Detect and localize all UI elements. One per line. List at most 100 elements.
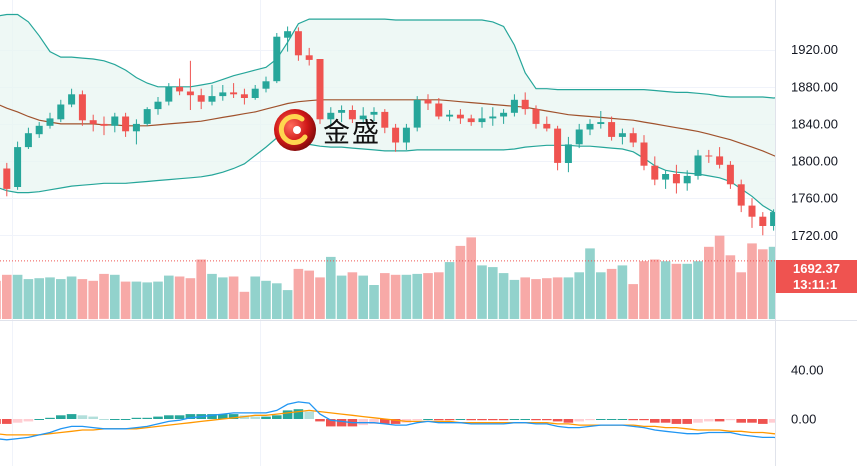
- candle[interactable]: [662, 170, 670, 189]
- candle[interactable]: [435, 98, 443, 120]
- candle[interactable]: [68, 88, 76, 108]
- macd-histogram-bar: [444, 419, 455, 421]
- candle[interactable]: [284, 26, 292, 52]
- bollinger-upper-line: [0, 13, 807, 99]
- candle[interactable]: [57, 99, 65, 123]
- candle[interactable]: [651, 156, 659, 186]
- candle[interactable]: [672, 164, 680, 194]
- candle-body: [89, 120, 97, 124]
- candle[interactable]: [165, 83, 173, 106]
- candle[interactable]: [748, 198, 756, 228]
- candle[interactable]: [132, 119, 140, 145]
- candle[interactable]: [35, 122, 43, 138]
- candle[interactable]: [575, 123, 583, 149]
- candle[interactable]: [230, 83, 238, 98]
- candle[interactable]: [294, 27, 302, 61]
- candle-body: [554, 128, 562, 163]
- candle[interactable]: [273, 33, 281, 84]
- macd-histogram-bar: [315, 419, 325, 422]
- candle[interactable]: [640, 135, 648, 171]
- candle[interactable]: [154, 97, 162, 115]
- volume-bar: [369, 285, 379, 319]
- volume-bar: [45, 277, 55, 319]
- candle[interactable]: [402, 123, 410, 150]
- candle[interactable]: [759, 212, 767, 236]
- candle[interactable]: [197, 88, 205, 110]
- candle-body: [770, 212, 778, 226]
- candle[interactable]: [370, 107, 378, 122]
- candle[interactable]: [392, 123, 400, 152]
- candle[interactable]: [14, 141, 22, 190]
- volume-bar: [498, 273, 509, 319]
- candle[interactable]: [694, 149, 702, 180]
- candle[interactable]: [89, 114, 97, 132]
- candle[interactable]: [143, 107, 151, 126]
- macd-histogram-bar: [682, 419, 692, 424]
- candle[interactable]: [186, 60, 194, 110]
- price-axis-background[interactable]: [775, 0, 857, 466]
- candle[interactable]: [111, 112, 119, 133]
- volume-bar: [768, 246, 779, 320]
- candle[interactable]: [489, 107, 497, 126]
- candle[interactable]: [532, 105, 540, 129]
- candle[interactable]: [456, 109, 464, 124]
- candle[interactable]: [467, 114, 475, 126]
- candle[interactable]: [359, 107, 367, 124]
- candle[interactable]: [770, 209, 778, 231]
- candle[interactable]: [327, 107, 335, 126]
- candle[interactable]: [208, 85, 216, 106]
- candle[interactable]: [510, 94, 518, 117]
- candle[interactable]: [262, 76, 270, 93]
- candle[interactable]: [251, 85, 259, 100]
- candle[interactable]: [716, 147, 724, 169]
- macd-histogram-bar: [423, 419, 433, 420]
- candle[interactable]: [500, 109, 508, 124]
- candle[interactable]: [219, 85, 227, 101]
- candle[interactable]: [122, 112, 130, 137]
- candle-body: [672, 174, 680, 184]
- candle[interactable]: [100, 116, 108, 136]
- candle[interactable]: [446, 110, 454, 122]
- candle[interactable]: [316, 59, 324, 124]
- candle[interactable]: [240, 88, 248, 105]
- candle-body: [111, 116, 119, 126]
- macd-histogram-bar: [531, 419, 541, 421]
- candle[interactable]: [705, 149, 713, 163]
- candle[interactable]: [543, 116, 551, 132]
- candle[interactable]: [348, 105, 356, 123]
- candle[interactable]: [413, 96, 421, 132]
- volume-bar: [218, 277, 228, 319]
- volume-bar: [34, 278, 44, 319]
- candle[interactable]: [176, 78, 184, 96]
- macd-histogram-bar: [552, 419, 563, 422]
- volume-bar: [293, 268, 304, 319]
- macd-histogram-bar: [0, 419, 1, 424]
- candle[interactable]: [618, 128, 626, 145]
- candle[interactable]: [46, 112, 54, 129]
- candle[interactable]: [521, 92, 529, 115]
- candle[interactable]: [586, 119, 594, 136]
- candle[interactable]: [338, 105, 346, 123]
- candle-body: [348, 110, 356, 120]
- candle[interactable]: [381, 109, 389, 134]
- candle[interactable]: [78, 90, 86, 126]
- candle[interactable]: [554, 125, 562, 171]
- candle[interactable]: [629, 127, 637, 148]
- candle[interactable]: [478, 107, 486, 128]
- candle[interactable]: [608, 116, 616, 141]
- volume-bar: [153, 281, 163, 319]
- volume-bar: [304, 270, 314, 319]
- candle[interactable]: [24, 127, 32, 149]
- candle[interactable]: [737, 179, 745, 213]
- candle-body: [446, 114, 454, 117]
- candle[interactable]: [726, 161, 734, 189]
- candle[interactable]: [305, 47, 313, 66]
- bollinger-middle-line: [0, 99, 807, 170]
- candle[interactable]: [564, 136, 572, 173]
- candle[interactable]: [597, 111, 605, 129]
- macd-histogram-bar: [12, 419, 23, 423]
- candle[interactable]: [683, 170, 691, 191]
- candle[interactable]: [3, 162, 11, 197]
- candle[interactable]: [424, 94, 432, 110]
